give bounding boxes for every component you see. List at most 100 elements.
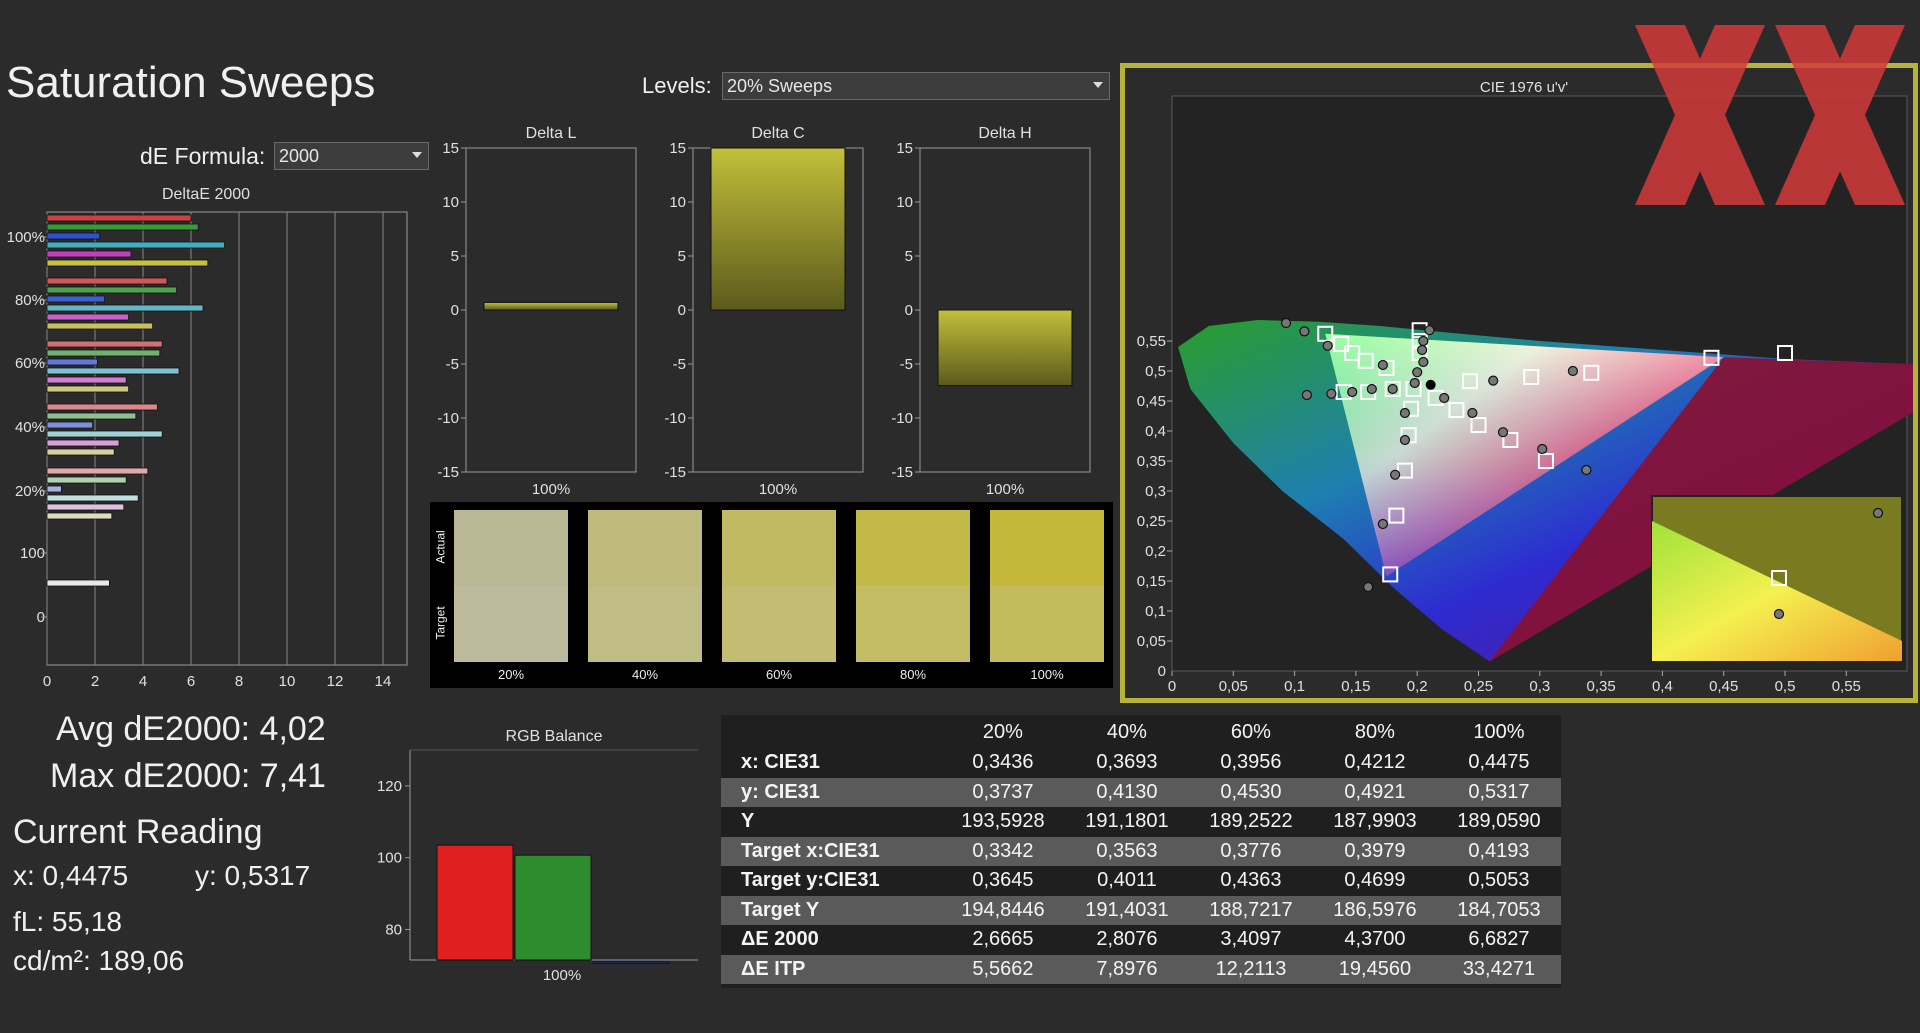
delta-y-tick: 15 [669, 140, 686, 157]
cie-target-square [1357, 352, 1374, 369]
delta-y-tick: 15 [896, 140, 913, 157]
rgb-x-label: 100% [543, 967, 581, 984]
table-cell: 0,4130 [1064, 777, 1189, 807]
table-row: Y 193,5928 191,1801 189,2522 187,9903 189,059… [721, 807, 1561, 837]
rgb-bar-b [592, 961, 670, 964]
cie-y-tick: 0,45 [1137, 393, 1166, 410]
cie-y-tick: 0,5 [1145, 363, 1166, 380]
cie-measured-point [1418, 356, 1429, 368]
table-column-header: 20% [940, 717, 1065, 748]
cie-target-square [1583, 364, 1600, 381]
deltae-y-label: 40% [15, 419, 45, 436]
deltae-bar [46, 241, 226, 249]
swatch-label: 60% [765, 667, 793, 682]
deltae-bar [46, 250, 132, 258]
deltae-y-label: 0 [37, 609, 45, 626]
table-cell: 0,5053 [1436, 866, 1561, 896]
cie-y-tick: 0,1 [1145, 603, 1166, 620]
levels-select[interactable]: 20% Sweeps [722, 72, 1110, 100]
current-reading-heading: Current Reading [13, 813, 263, 851]
delta-chart-title: Delta L [526, 125, 577, 142]
levels-label: Levels: [642, 73, 712, 98]
cie-measured-point [1467, 407, 1478, 419]
cie-target-square [1461, 373, 1478, 390]
cie-measured-point [1299, 326, 1310, 337]
swatch-label: 20% [497, 667, 525, 682]
deltae-bar [46, 579, 110, 587]
target-label: Target [433, 606, 448, 640]
delta-y-tick: 10 [669, 194, 686, 211]
swatch-panel: Actual Target 20% 40% 60% 80% 100% [430, 502, 1113, 688]
de-formula-select[interactable]: 2000 [274, 142, 429, 170]
deltae-bar [46, 358, 98, 366]
delta-y-tick: 5 [451, 248, 459, 265]
deltae-bar [46, 421, 93, 429]
cie-target-square [1448, 402, 1465, 418]
deltae-bar [46, 304, 204, 312]
cie-y-tick: 0,05 [1137, 633, 1166, 650]
swatch-target [588, 586, 702, 662]
table-column-header: 80% [1312, 717, 1437, 748]
levels-select-value: 20% Sweeps [727, 76, 833, 96]
actual-label: Actual [433, 530, 448, 564]
swatch-actual [856, 510, 970, 586]
table-cell: 0,3436 [940, 748, 1065, 778]
cie-measured-point [1424, 325, 1435, 336]
table-column-header: 60% [1188, 717, 1313, 748]
deltae-bar [46, 512, 113, 520]
swatch-label: 40% [631, 667, 659, 682]
table-cell: 194,8446 [940, 895, 1065, 925]
deltae-bar [46, 232, 101, 240]
table-cell: 0,4193 [1436, 836, 1561, 866]
deltae-chart-title: DeltaE 2000 [161, 186, 251, 203]
table-cell: 2,6665 [940, 925, 1065, 955]
cie-measured-point [1412, 367, 1423, 378]
table-row: Target x:CIE31 0,3342 0,3563 0,3776 0,3979 0,… [721, 836, 1561, 866]
cie-measured-point [1399, 434, 1411, 446]
table-cell: 6,6827 [1436, 925, 1561, 955]
deltae-bar [46, 367, 180, 375]
table-row-header: Target x:CIE31 [721, 836, 941, 866]
deltae-bar [46, 295, 105, 303]
cie-x-tick: 0,5 [1775, 678, 1796, 695]
deltae-y-label: 80% [15, 292, 45, 309]
table-row: Target Y 194,8446 191,4031 188,7217 186,5976… [721, 895, 1561, 925]
cie-target-square [1537, 453, 1554, 469]
cie-x-tick: 0,45 [1709, 678, 1738, 695]
table-row-header: ΔE ITP [721, 954, 941, 984]
cie-target-square [1502, 432, 1519, 448]
deltae-bar [46, 430, 163, 438]
rgb-bar-r [436, 844, 514, 961]
cie-x-tick: 0,55 [1832, 678, 1861, 695]
chevron-down-icon [1093, 82, 1103, 88]
delta-y-tick: -15 [891, 464, 913, 481]
cie-measured-point [1439, 392, 1450, 404]
deltae-y-label: 20% [15, 483, 45, 500]
swatch-tile [856, 510, 970, 662]
delta-y-tick: 0 [451, 302, 459, 319]
page-title: Saturation Sweeps [6, 58, 376, 107]
table-cell: 0,5317 [1436, 777, 1561, 807]
cie-target-square [1523, 369, 1540, 385]
table-cell: 188,7217 [1188, 895, 1313, 925]
table-row: ΔE ITP 5,5662 7,8976 12,2113 19,4560 33,4271 [721, 954, 1561, 984]
cie-gamut-overlay [1325, 333, 1724, 577]
table-cell: 0,3645 [940, 866, 1065, 896]
swatch-actual [588, 510, 702, 586]
deltae-x-tick: 6 [187, 673, 195, 690]
swatch-tile [454, 510, 568, 662]
deltae-bar [46, 485, 62, 493]
delta-bar [483, 301, 619, 311]
delta-y-tick: 15 [442, 140, 459, 157]
cie-measured-point [1301, 389, 1312, 401]
table-cell: 0,3563 [1064, 836, 1189, 866]
cie-measured-point [1363, 581, 1374, 593]
cie-target-square [1470, 417, 1487, 433]
table-cell: 0,4530 [1188, 777, 1313, 807]
cie-y-tick: 0,4 [1145, 423, 1166, 440]
de-formula-label: dE Formula: [140, 143, 266, 169]
table-cell: 191,1801 [1064, 807, 1189, 837]
cie-measured-point [1377, 518, 1388, 530]
table-cell: 186,5976 [1312, 895, 1437, 925]
cie-target-square [1388, 507, 1405, 524]
